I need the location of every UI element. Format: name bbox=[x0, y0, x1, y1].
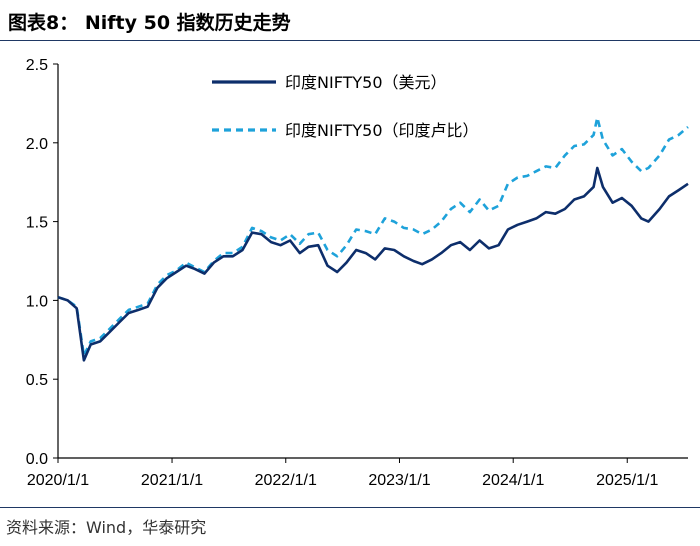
inr-series-line bbox=[57, 116, 689, 357]
usd-series-line bbox=[57, 166, 689, 362]
footer-divider bbox=[0, 507, 700, 508]
x-tick-label: 2020/1/1 bbox=[27, 472, 89, 489]
y-tick-labels: 0.0 0.5 1.0 1.5 2.0 2.5 bbox=[26, 57, 58, 468]
x-tick-label: 2023/1/1 bbox=[368, 472, 430, 489]
chart-legend: 印度NIFTY50（美元） 印度NIFTY50（印度卢比） bbox=[212, 73, 479, 140]
x-tick-labels: 2020/1/1 2021/1/1 2022/1/1 2023/1/1 2024/1/1… bbox=[27, 458, 658, 489]
y-tick-label: 0.0 bbox=[26, 451, 48, 468]
x-tick-label: 2025/1/1 bbox=[596, 472, 658, 489]
chart-axes bbox=[57, 64, 688, 459]
legend-label-usd: 印度NIFTY50（美元） bbox=[285, 73, 447, 92]
y-tick-label: 0.5 bbox=[26, 372, 48, 389]
x-tick-label: 2022/1/1 bbox=[255, 472, 317, 489]
source-note: 资料来源：Wind，华泰研究 bbox=[6, 518, 207, 537]
y-tick-label: 1.5 bbox=[26, 215, 48, 232]
legend-label-inr: 印度NIFTY50（印度卢比） bbox=[285, 121, 479, 140]
y-tick-label: 1.0 bbox=[26, 293, 48, 310]
figure-title: 图表8： Nifty 50 指数历史走势 bbox=[8, 12, 291, 34]
series-lines bbox=[57, 116, 689, 362]
x-tick-label: 2021/1/1 bbox=[141, 472, 203, 489]
y-tick-label: 2.5 bbox=[26, 57, 48, 74]
x-tick-label: 2024/1/1 bbox=[482, 472, 544, 489]
title-divider bbox=[0, 40, 700, 41]
y-tick-label: 2.0 bbox=[26, 136, 48, 153]
